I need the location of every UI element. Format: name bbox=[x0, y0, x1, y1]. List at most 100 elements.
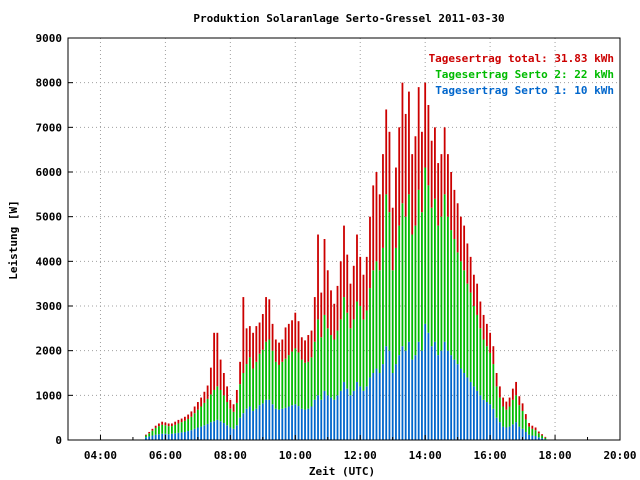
bar-segment-series-2 bbox=[466, 283, 469, 378]
bar-segment-series-2 bbox=[352, 319, 355, 391]
bar-segment-series-3 bbox=[291, 320, 293, 352]
bar-segment-series-2 bbox=[485, 346, 488, 403]
bar-segment-series-3 bbox=[196, 402, 199, 410]
bar-segment-series-3 bbox=[398, 127, 401, 226]
bar-segment-series-1 bbox=[209, 422, 212, 440]
bar-segment-series-3 bbox=[456, 203, 459, 253]
bar-segment-series-1 bbox=[158, 434, 160, 440]
bar-segment-series-3 bbox=[414, 136, 417, 226]
bar-segment-series-1 bbox=[365, 386, 368, 440]
bar-segment-series-3 bbox=[343, 225, 345, 298]
bar-segment-series-2 bbox=[216, 386, 219, 420]
bar-segment-series-1 bbox=[372, 373, 375, 440]
bar-segment-series-2 bbox=[183, 420, 186, 432]
bar-segment-series-3 bbox=[518, 396, 521, 406]
bar-segment-series-2 bbox=[463, 270, 466, 373]
bar-segment-series-2 bbox=[313, 341, 316, 400]
bar-segment-series-2 bbox=[492, 364, 495, 409]
bar-segment-series-2 bbox=[365, 310, 368, 387]
bar-segment-series-2 bbox=[161, 424, 164, 434]
y-tick-label: 1000 bbox=[36, 389, 63, 402]
bar-segment-series-2 bbox=[265, 341, 267, 400]
bar-segment-series-1 bbox=[145, 437, 147, 440]
bar-segment-series-1 bbox=[284, 407, 287, 440]
bar-segment-series-2 bbox=[378, 270, 381, 373]
bar-segment-series-1 bbox=[229, 427, 232, 440]
bar-segment-series-1 bbox=[161, 433, 164, 440]
bar-segment-series-2 bbox=[421, 212, 423, 351]
bar-segment-series-2 bbox=[300, 359, 303, 409]
bar-segment-series-3 bbox=[336, 285, 339, 331]
bar-segment-series-3 bbox=[190, 411, 193, 417]
bar-segment-series-2 bbox=[349, 328, 352, 396]
bar-segment-series-2 bbox=[505, 409, 508, 428]
bar-segment-series-1 bbox=[515, 422, 517, 440]
bar-segment-series-2 bbox=[408, 194, 410, 342]
bar-segment-series-1 bbox=[479, 395, 482, 440]
bar-segment-series-3 bbox=[167, 423, 170, 427]
bar-segment-series-1 bbox=[411, 359, 414, 440]
bar-segment-series-2 bbox=[375, 261, 378, 369]
bar-segment-series-1 bbox=[524, 431, 527, 440]
bar-segment-series-1 bbox=[193, 428, 196, 440]
bar-segment-series-3 bbox=[508, 397, 511, 407]
x-tick-label: 06:00 bbox=[149, 449, 182, 462]
bar-segment-series-1 bbox=[541, 438, 543, 440]
bar-segment-series-2 bbox=[511, 399, 514, 425]
bar-segment-series-3 bbox=[375, 172, 378, 262]
bar-segment-series-3 bbox=[271, 323, 274, 351]
bar-segment-series-2 bbox=[268, 339, 271, 400]
bar-segment-series-1 bbox=[349, 395, 352, 440]
bar-segment-series-2 bbox=[359, 306, 362, 387]
bar-segment-series-1 bbox=[508, 426, 511, 440]
bar-segment-series-1 bbox=[226, 425, 229, 440]
bar-segment-series-3 bbox=[359, 256, 362, 306]
bar-segment-series-3 bbox=[378, 194, 381, 271]
bar-segment-series-2 bbox=[242, 373, 245, 414]
bar-segment-series-1 bbox=[502, 426, 505, 440]
bar-segment-series-2 bbox=[255, 361, 258, 409]
bar-segment-series-1 bbox=[287, 406, 290, 440]
bar-segment-series-3 bbox=[310, 330, 313, 358]
bar-segment-series-2 bbox=[469, 292, 472, 382]
bar-segment-series-2 bbox=[287, 355, 290, 407]
bar-segment-series-1 bbox=[294, 404, 297, 440]
bar-segment-series-3 bbox=[216, 332, 219, 387]
bar-segment-series-3 bbox=[443, 127, 446, 195]
bar-segment-series-3 bbox=[450, 172, 453, 231]
bar-segment-series-1 bbox=[171, 433, 173, 440]
bar-segment-series-1 bbox=[326, 395, 329, 440]
bar-segment-series-2 bbox=[180, 422, 183, 433]
x-tick-label: 04:00 bbox=[84, 449, 117, 462]
bar-segment-series-1 bbox=[505, 427, 508, 440]
bar-segment-series-1 bbox=[190, 430, 193, 440]
bar-segment-series-1 bbox=[187, 431, 190, 440]
bar-segment-series-2 bbox=[245, 364, 248, 409]
bar-segment-series-2 bbox=[489, 352, 492, 405]
bar-segment-series-3 bbox=[235, 389, 238, 403]
bar-segment-series-3 bbox=[281, 339, 284, 362]
bar-segment-series-2 bbox=[515, 395, 517, 423]
bar-segment-series-2 bbox=[167, 426, 170, 435]
bar-segment-series-3 bbox=[323, 239, 326, 315]
bar-segment-series-2 bbox=[145, 435, 147, 438]
bar-segment-series-2 bbox=[239, 384, 241, 418]
bar-segment-series-1 bbox=[359, 386, 362, 440]
bar-segment-series-3 bbox=[232, 404, 235, 412]
bar-segment-series-1 bbox=[528, 434, 530, 440]
bar-segment-series-3 bbox=[164, 422, 167, 426]
bar-segment-series-3 bbox=[434, 127, 436, 199]
bar-segment-series-3 bbox=[330, 290, 332, 336]
y-tick-label: 0 bbox=[55, 434, 62, 447]
bar-segment-series-3 bbox=[265, 297, 267, 342]
bar-segment-series-1 bbox=[434, 341, 436, 440]
bar-segment-series-1 bbox=[235, 425, 238, 440]
bar-segment-series-3 bbox=[187, 414, 190, 420]
x-tick-label: 10:00 bbox=[279, 449, 312, 462]
y-tick-label: 9000 bbox=[36, 32, 63, 45]
bar-segment-series-3 bbox=[447, 154, 449, 217]
x-axis-label: Zeit (UTC) bbox=[309, 465, 375, 478]
bar-segment-series-3 bbox=[352, 265, 355, 320]
bar-segment-series-3 bbox=[531, 425, 534, 429]
bar-segment-series-1 bbox=[151, 435, 154, 440]
